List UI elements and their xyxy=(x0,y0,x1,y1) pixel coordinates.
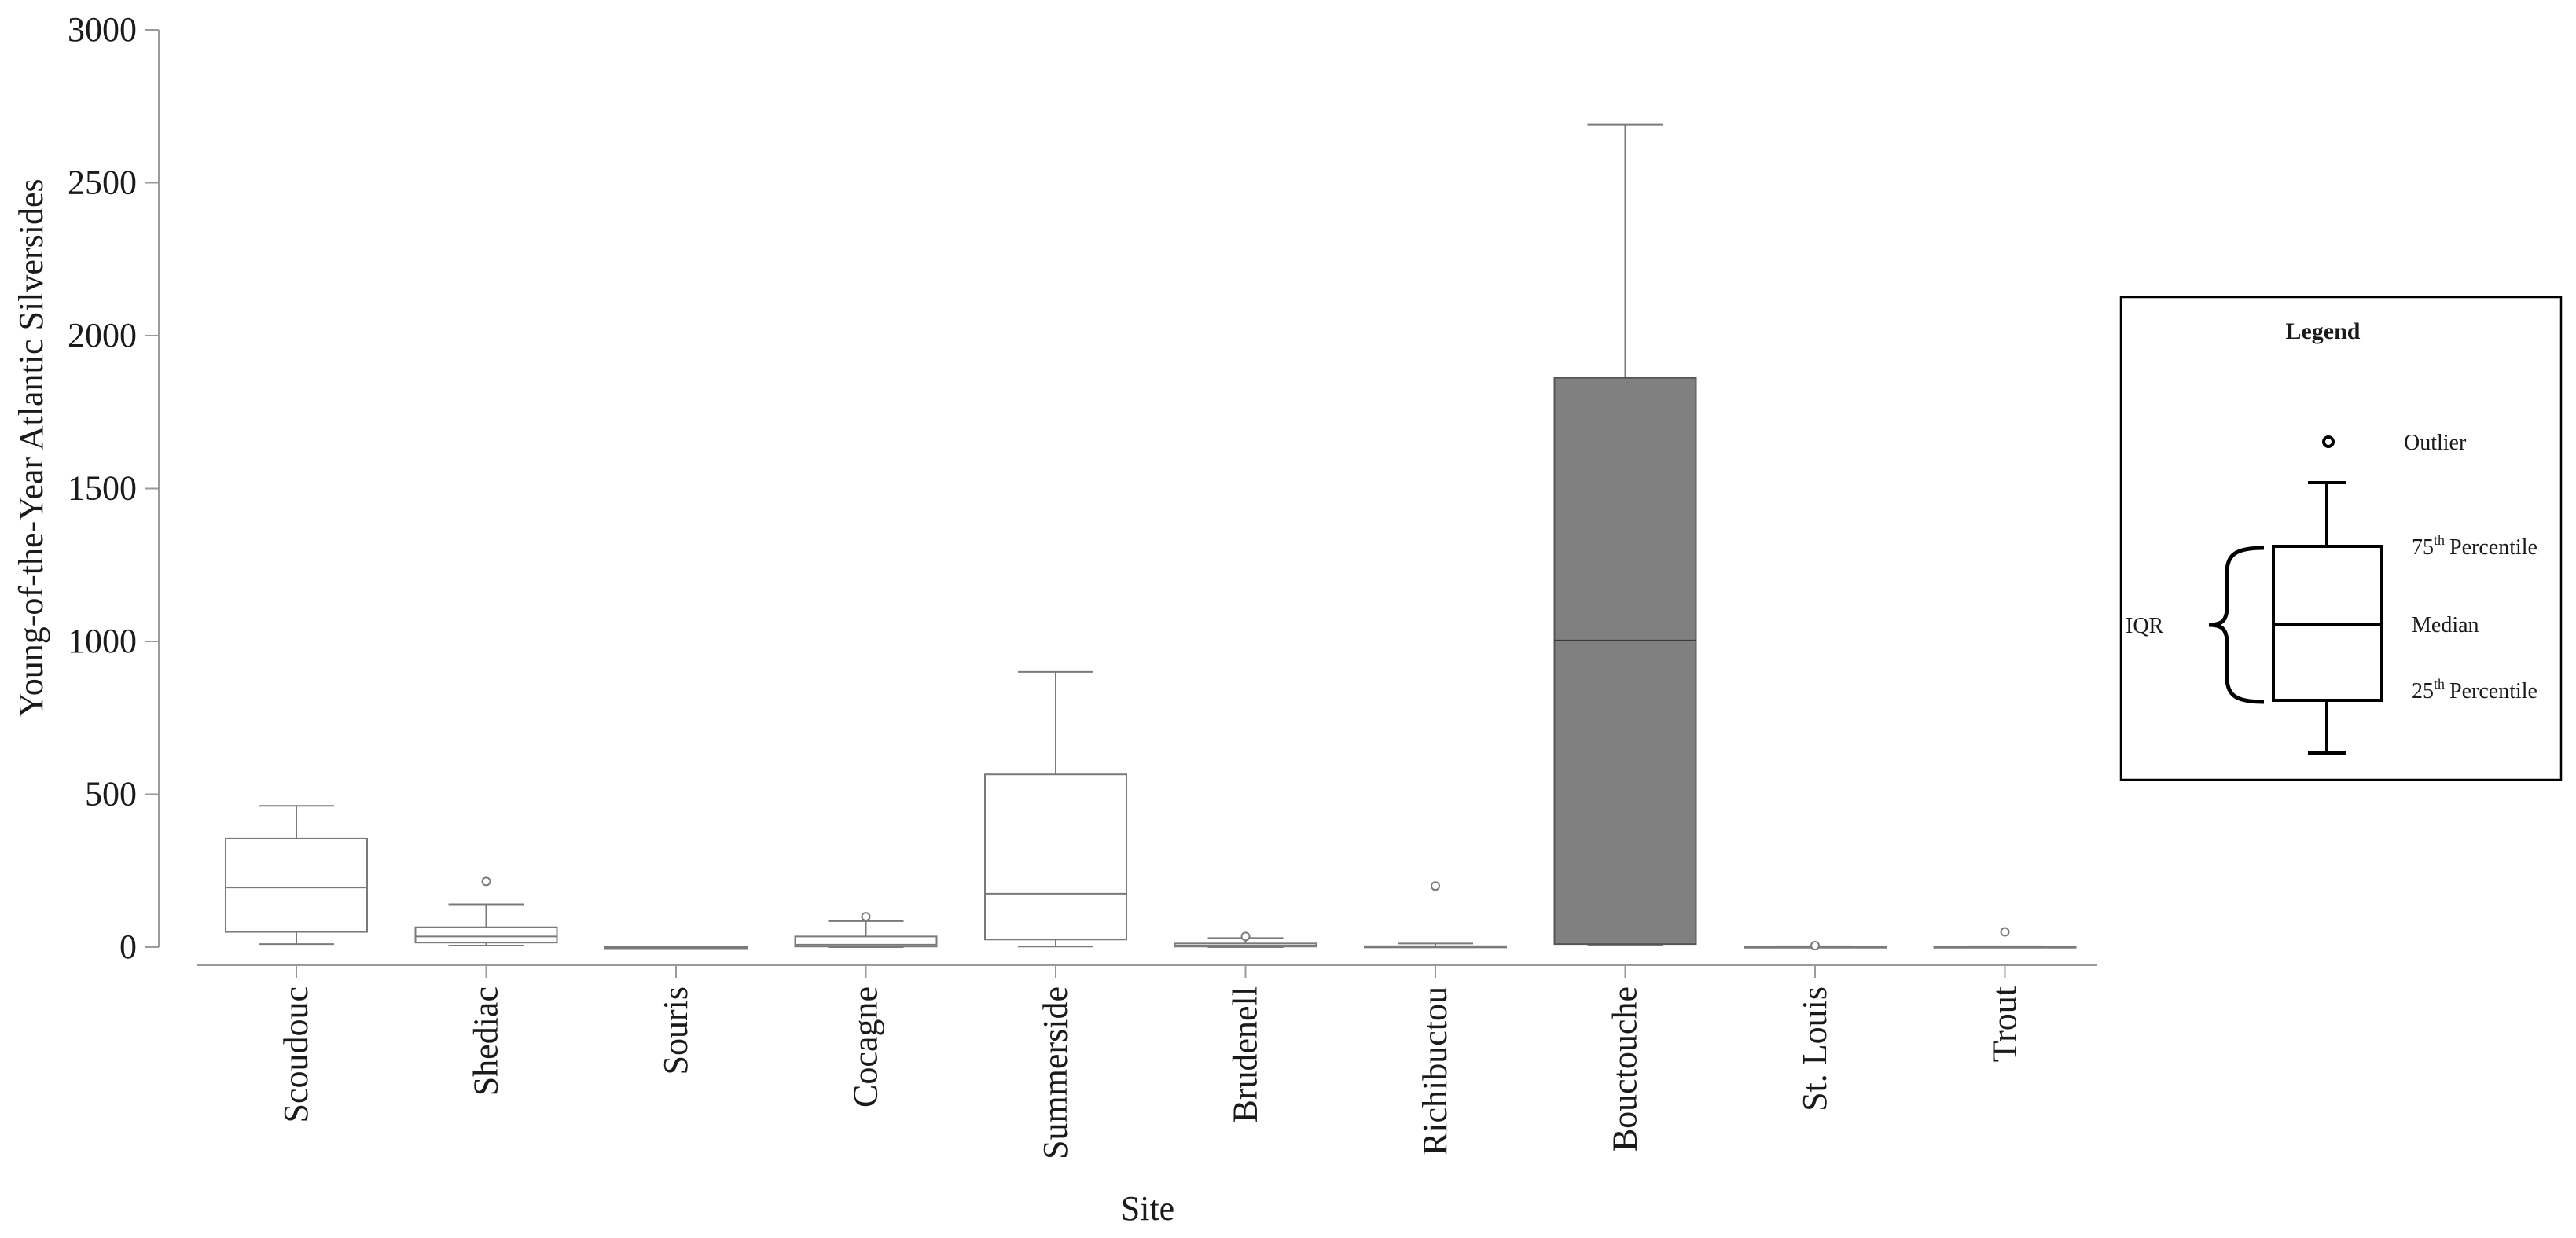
iqr-box xyxy=(984,773,1127,941)
x-tick-label: Richibuctou xyxy=(1416,986,1454,1155)
x-tick-label: Souris xyxy=(656,986,695,1075)
legend-title: Legend xyxy=(2285,318,2360,344)
y-tick-label: 2500 xyxy=(68,163,137,202)
legend-outlier-marker xyxy=(2322,435,2335,448)
y-axis-title: Young-of-the-Year Atlantic Silversides xyxy=(12,178,50,717)
box-st-louis xyxy=(1744,941,1887,951)
y-tick-label: 3000 xyxy=(68,10,137,49)
outlier-point xyxy=(1240,931,1251,942)
x-tick-label: Trout xyxy=(1986,986,2024,1062)
outlier-point xyxy=(481,876,491,887)
iqr-box xyxy=(1553,377,1697,946)
legend-p75-label: 75th Percentile xyxy=(2412,532,2537,560)
y-tick-label: 1500 xyxy=(68,469,137,508)
iqr-box xyxy=(414,926,558,944)
y-tick-label: 1000 xyxy=(68,622,137,660)
box-trout xyxy=(1933,927,2077,949)
legend-median-label: Median xyxy=(2412,613,2479,637)
legend-outlier-label: Outlier xyxy=(2404,431,2467,455)
x-tick-label: Summerside xyxy=(1036,986,1075,1159)
box-summerside xyxy=(984,670,1127,948)
legend-iqr-brace xyxy=(2208,546,2265,704)
x-tick-label: Cocagne xyxy=(847,986,885,1108)
x-tick-label: Shediac xyxy=(467,986,505,1096)
legend-iqr-label: IQR xyxy=(2126,614,2164,638)
box-series xyxy=(225,123,2077,951)
x-tick-label: Brudenell xyxy=(1226,986,1265,1123)
box-souris xyxy=(604,946,748,950)
y-tick-label: 2000 xyxy=(68,316,137,355)
x-axis-title: Site xyxy=(1121,1189,1174,1228)
outlier-point xyxy=(1810,941,1820,951)
outlier-point xyxy=(1431,881,1440,891)
x-tick-label: Scoudouc xyxy=(277,986,315,1123)
box-shediac xyxy=(414,876,558,947)
outlier-point xyxy=(2000,927,2010,937)
legend: Legend Outlier IQR 75th Percentile Median… xyxy=(2119,296,2563,781)
legend-p25-label: 25th Percentile xyxy=(2412,676,2537,703)
box-brudenell xyxy=(1174,931,1317,948)
box-bouctouche xyxy=(1553,123,1697,947)
y-axis-ticks: 0 500 1000 1500 2000 2500 3000 xyxy=(68,10,159,966)
iqr-box xyxy=(225,837,368,933)
box-scoudouc xyxy=(225,805,368,946)
box-richibuctou xyxy=(1364,881,1507,949)
y-tick-label: 0 xyxy=(119,928,137,966)
y-tick-label: 500 xyxy=(85,775,137,814)
x-tick-label: Bouctouche xyxy=(1606,986,1644,1152)
x-tick-label: St. Louis xyxy=(1795,986,1834,1111)
box-cocagne xyxy=(794,912,938,948)
outlier-point xyxy=(861,912,871,922)
x-axis-labels: Scoudouc Shediac Souris Cocagne Summerside Br… xyxy=(277,965,2024,1159)
